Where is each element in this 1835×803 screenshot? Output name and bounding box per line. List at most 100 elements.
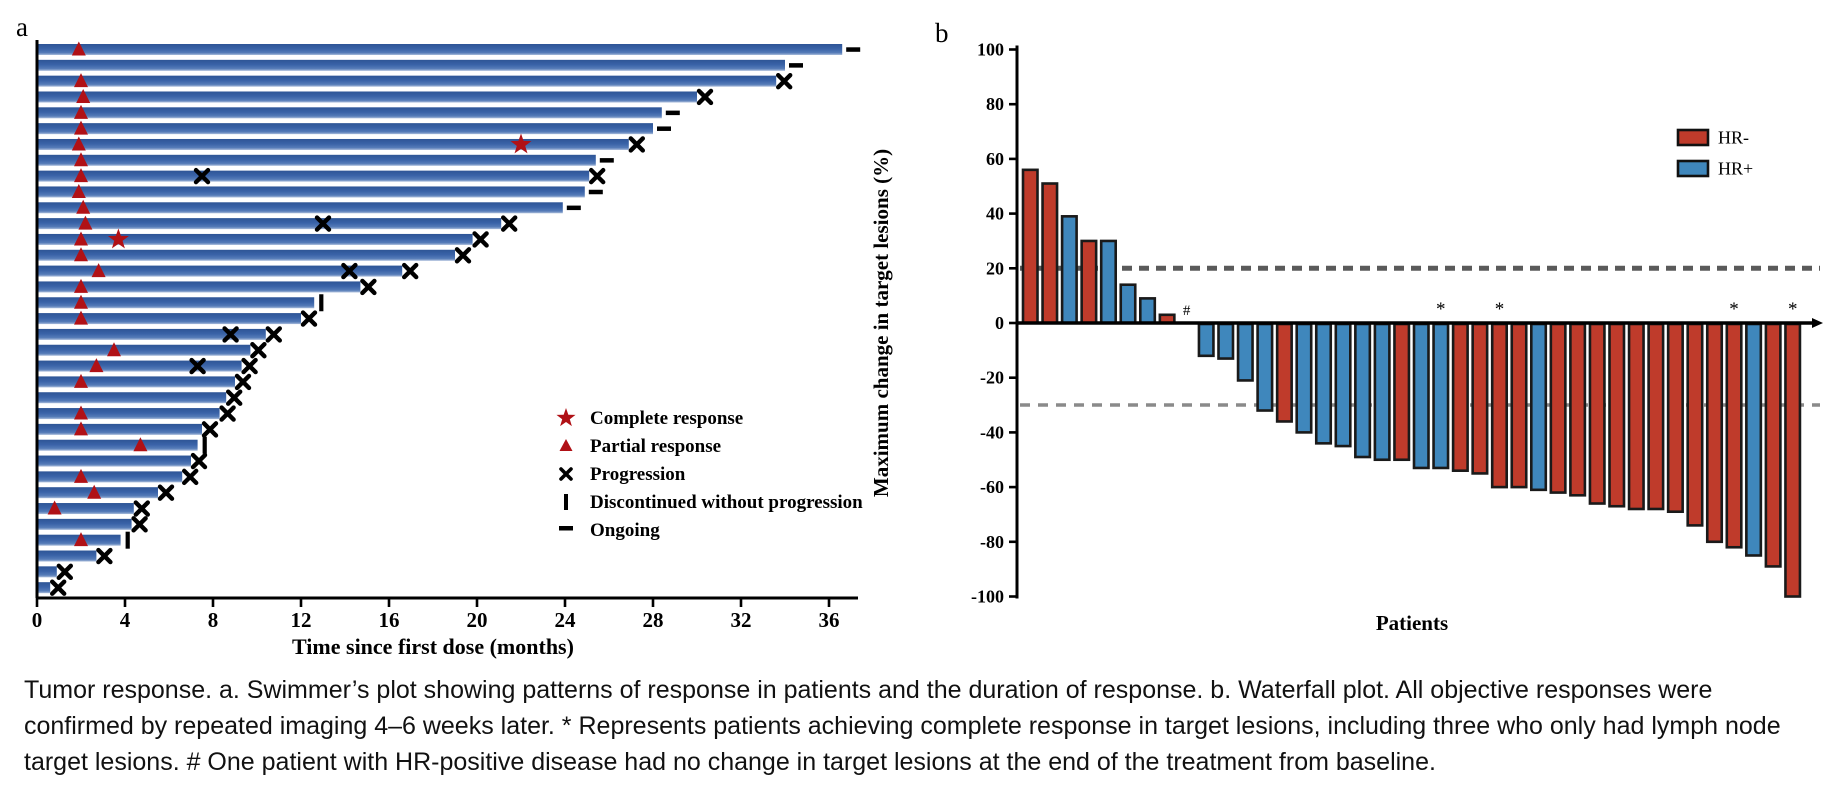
swimmer-bar [38, 281, 361, 293]
waterfall-bar [1647, 322, 1665, 511]
x-tick-label: 4 [120, 608, 131, 632]
progression-marker [193, 167, 211, 185]
progression-end-marker [157, 484, 175, 501]
swimmer-legend: Complete response Partial response Progres… [556, 408, 863, 541]
partial-response-marker [74, 278, 88, 293]
y-tick-label: -80 [980, 532, 1004, 552]
swimmer-bar [38, 344, 251, 356]
swimmer-bar [38, 186, 585, 198]
x-tick-label: 36 [819, 608, 840, 632]
progression-end-marker [501, 215, 518, 232]
partial-response-marker [74, 405, 88, 420]
waterfall-bar [1471, 322, 1489, 475]
waterfall-bar [1256, 322, 1274, 412]
progression-marker [189, 357, 206, 375]
swimmer-bar [38, 439, 198, 451]
waterfall-bar [1119, 283, 1137, 325]
partial-response-marker [74, 468, 88, 483]
partial-response-marker [89, 358, 104, 373]
progression-end-marker [201, 421, 219, 438]
swimmer-bar [38, 297, 315, 309]
waterfall-bar [1608, 322, 1626, 508]
progression-end-marker [96, 547, 113, 565]
hr-negative-legend-swatch [1676, 128, 1710, 147]
progression-end-marker [402, 262, 419, 280]
legend-label: HR+ [1718, 159, 1753, 179]
progression-end-marker [360, 278, 377, 296]
partial-response-marker [74, 373, 88, 388]
waterfall-bar [1334, 322, 1352, 448]
partial-response-marker [74, 120, 88, 135]
waterfall-bar [1666, 322, 1684, 514]
discontinued-legend-icon [564, 494, 568, 510]
x-tick-label: 28 [643, 608, 664, 632]
partial-response-marker [74, 421, 88, 436]
legend-label: Complete response [590, 408, 743, 429]
progression-marker [222, 326, 239, 343]
waterfall-bar [1139, 297, 1157, 325]
zero-line-arrow [1812, 318, 1823, 328]
x-tick-label: 12 [291, 608, 312, 632]
progression-marker [341, 262, 358, 280]
progression-end-marker [589, 167, 606, 185]
swimmer-bar [38, 313, 301, 325]
y-tick-label: -40 [980, 422, 1004, 442]
discontinued-marker [202, 436, 207, 454]
swimmer-plot-panel: a 0 4 8 12 16 20 24 28 32 36 Time since first dose … [16, 12, 863, 659]
waterfall-plot-panel: b # * * * * 100 80 60 40 20 0 -20 -40 -60 -80 -100 Maximu… [869, 18, 1823, 635]
waterfall-bar [1080, 239, 1098, 325]
ongoing-marker [665, 110, 680, 116]
swimmer-bar [38, 550, 97, 562]
waterfall-bar [1510, 322, 1528, 489]
y-tick-label: -20 [980, 368, 1004, 388]
waterfall-bar [1275, 322, 1293, 423]
swimmer-bar [38, 107, 662, 119]
swimmer-bar [38, 471, 183, 483]
x-tick-label: 0 [32, 608, 43, 632]
swimmer-bar [38, 265, 403, 277]
progression-end-marker [219, 405, 236, 422]
progression-end-marker [50, 579, 67, 596]
no-change-annotation: # [1183, 303, 1191, 319]
swimmer-bar [38, 376, 235, 388]
partial-response-marker [74, 73, 88, 88]
swimmer-bar [38, 503, 134, 515]
x-tick-label: 8 [208, 608, 219, 632]
progression-marker [314, 215, 332, 232]
partial-response-marker [133, 437, 148, 452]
waterfall-bar [1569, 322, 1587, 497]
panel-a-label: a [16, 12, 28, 42]
ongoing-marker [846, 47, 861, 52]
waterfall-bar [1041, 182, 1059, 325]
complete-response-annotation: * [1788, 299, 1798, 320]
progression-legend-icon [559, 467, 573, 481]
x-axis-title: Time since first dose (months) [292, 634, 574, 659]
complete-response-legend-icon [556, 408, 576, 427]
partial-response-marker [71, 41, 86, 56]
partial-response-marker [74, 152, 88, 167]
progression-end-marker [776, 72, 793, 90]
waterfall-bar [1217, 322, 1235, 360]
figure-caption: Tumor response. a. Swimmer’s plot showin… [24, 676, 1781, 776]
swimmer-bar [38, 218, 502, 230]
waterfall-bar [1412, 322, 1430, 470]
ongoing-marker [599, 158, 614, 163]
swimmer-bar [38, 566, 57, 578]
y-tick-label: -100 [971, 587, 1004, 607]
partial-response-marker [74, 294, 88, 309]
waterfall-bar [1549, 322, 1567, 494]
swimmer-bar [38, 328, 266, 340]
waterfall-bar [1588, 322, 1606, 505]
waterfall-bar [1393, 322, 1411, 462]
complete-response-annotation: * [1436, 299, 1446, 320]
legend-label: Ongoing [590, 520, 660, 541]
ongoing-marker [657, 126, 671, 131]
legend-label: Discontinued without progression [590, 492, 863, 513]
waterfall-bar [1451, 322, 1469, 472]
progression-end-marker [300, 310, 318, 327]
partial-response-marker [74, 168, 88, 183]
swimmer-bar [38, 408, 220, 420]
y-tick-label: 0 [995, 313, 1004, 333]
partial-response-marker [76, 199, 91, 214]
